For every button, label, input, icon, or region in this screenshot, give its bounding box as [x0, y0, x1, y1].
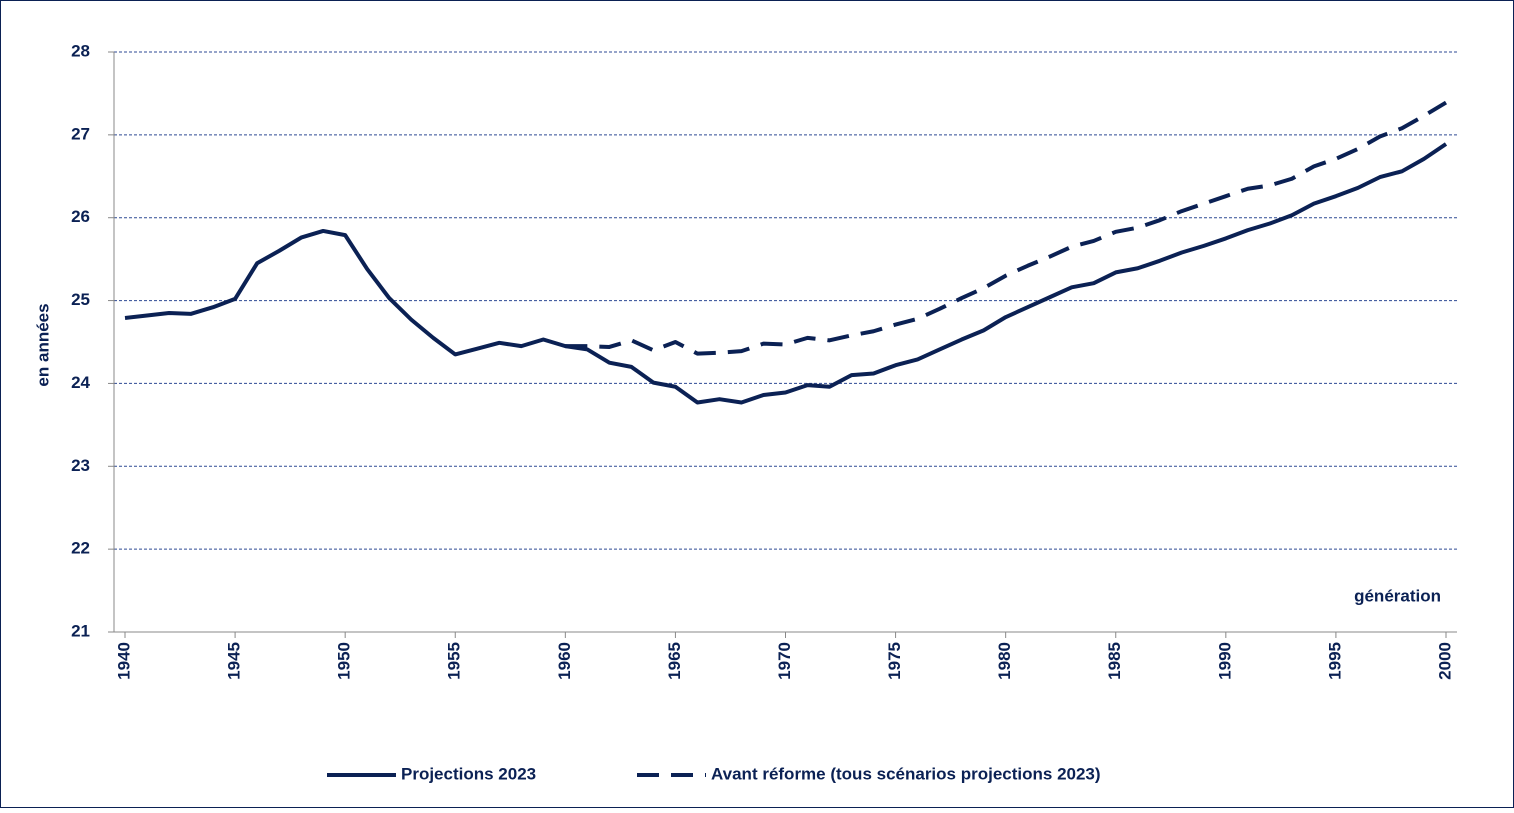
- series-line: [124, 142, 1448, 405]
- annotation: génération: [1354, 586, 1441, 605]
- x-tick-label: 1945: [225, 642, 244, 680]
- legend-label: Avant réforme (tous scénarios projection…: [711, 764, 1101, 783]
- y-tick-label: 25: [71, 290, 90, 309]
- y-tick-label: 26: [71, 207, 90, 226]
- x-tick-label: 1975: [885, 642, 904, 680]
- x-tick-label: 1985: [1105, 642, 1124, 680]
- x-tick-label: 1955: [445, 642, 464, 680]
- y-tick-label: 27: [71, 124, 90, 143]
- x-tick-label: 1990: [1215, 642, 1234, 680]
- x-tick-label: 2000: [1435, 642, 1454, 680]
- x-tick-label: 1970: [775, 642, 794, 680]
- y-tick-label: 28: [71, 41, 90, 60]
- x-tick-label: 1950: [335, 642, 354, 680]
- y-tick-label: 23: [71, 456, 90, 475]
- legend-label: Projections 2023: [401, 764, 536, 783]
- y-axis-label: en années: [33, 303, 52, 386]
- y-tick-label: 21: [71, 621, 90, 640]
- x-tick-label: 1965: [665, 642, 684, 680]
- x-tick-label: 1940: [114, 642, 133, 680]
- x-tick-label: 1980: [995, 642, 1014, 680]
- y-tick-label: 24: [71, 373, 90, 392]
- x-tick-label: 1960: [555, 642, 574, 680]
- series-line: [565, 100, 1448, 356]
- x-tick-label: 1995: [1325, 642, 1344, 680]
- y-tick-label: 22: [71, 539, 90, 558]
